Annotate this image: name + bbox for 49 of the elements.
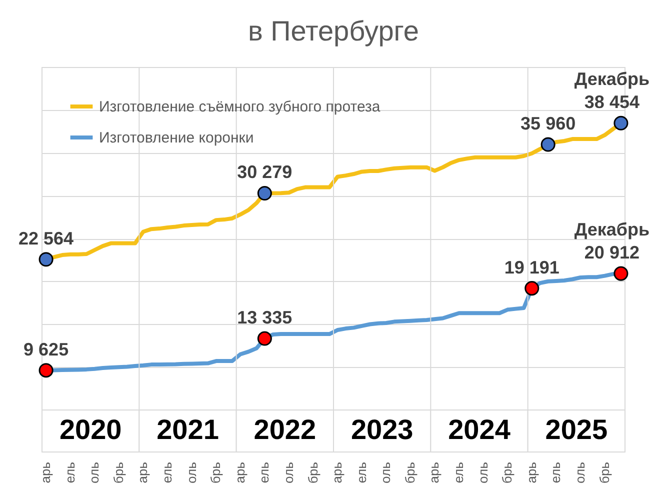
x-tick-label: арь (232, 462, 248, 484)
point (614, 266, 628, 281)
x-tick-label: оль (184, 462, 199, 484)
data-label: 19 191 (504, 257, 560, 278)
point (524, 281, 540, 296)
point (540, 137, 556, 152)
text: 2024 (448, 414, 511, 445)
chart-title: в Петербурге (248, 16, 419, 46)
text: 2025 (545, 414, 608, 445)
x-tick-label: ель (354, 462, 369, 484)
text: 2023 (350, 414, 414, 445)
x-tick-label: арь (426, 462, 442, 484)
text: 2021 (156, 414, 219, 445)
text: Декабрь 20 912 (574, 220, 650, 263)
x-tick-label: ель (62, 462, 78, 484)
legend-label: Изготовление коронки (99, 130, 254, 146)
point (257, 331, 272, 346)
x-tick-label: ель (548, 462, 564, 484)
point (614, 116, 628, 130)
x-tick-label: арь (330, 462, 345, 484)
x-tick-label: арь (38, 462, 54, 484)
x-tick-label: арь (135, 462, 150, 484)
x-tick-label: брь (596, 462, 612, 484)
x-tick-label: оль (280, 462, 296, 484)
text: 2020 (59, 414, 122, 445)
text: 2022 (254, 414, 316, 445)
text: Декабрь 38 454 (574, 69, 650, 112)
point (38, 363, 54, 378)
data-label: 30 279 (237, 162, 292, 182)
x-tick-label: ель (160, 462, 175, 484)
data-label: 13 335 (237, 308, 292, 328)
x-tick-label: брь (305, 462, 320, 484)
legend-label: Изготовление съёмного зубного протеза (99, 98, 381, 116)
x-tick-label: ель (451, 462, 466, 484)
x-tick-label: оль (378, 462, 394, 484)
data-label: 9 625 (24, 339, 69, 360)
x-tick-label: оль (475, 462, 490, 484)
point (257, 186, 272, 200)
x-tick-label: брь (402, 462, 418, 484)
x-tick-label: оль (86, 462, 102, 484)
point (38, 252, 54, 267)
x-tick-label: брь (208, 462, 224, 484)
x-tick-label: брь (110, 462, 126, 484)
data-label: 22 564 (18, 228, 74, 248)
x-tick-label: оль (572, 462, 588, 484)
data-label: 35 960 (520, 114, 576, 134)
x-tick-label: брь (500, 462, 515, 484)
x-tick-label: арь (524, 462, 539, 484)
x-tick-label: ель (256, 462, 272, 484)
